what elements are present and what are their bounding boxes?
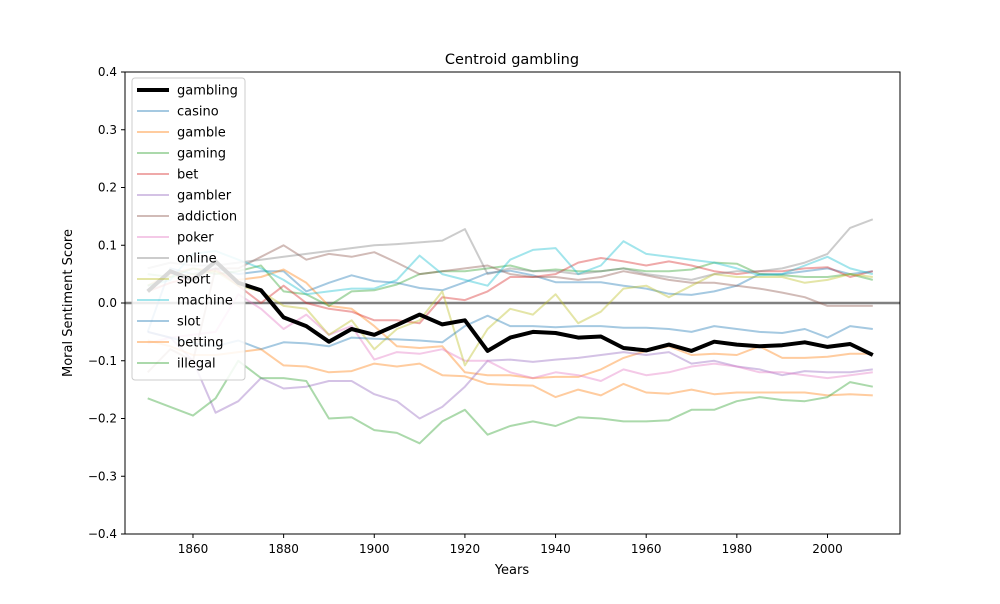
legend-label-online: online bbox=[177, 252, 217, 267]
series-line-gambler bbox=[147, 330, 873, 420]
series-line-illegal bbox=[147, 359, 873, 445]
series-line-addiction bbox=[146, 244, 873, 373]
y-tick-label: 0.1 bbox=[98, 238, 117, 252]
x-axis-label: Years bbox=[494, 563, 530, 578]
legend-label-casino: casino bbox=[177, 105, 219, 120]
y-tick-label: −0.3 bbox=[88, 469, 117, 483]
x-tick-label: 1960 bbox=[631, 542, 662, 556]
y-tick-label: −0.2 bbox=[88, 412, 117, 426]
legend-label-addiction: addiction bbox=[177, 210, 237, 225]
y-tick-label: 0.4 bbox=[98, 65, 117, 79]
y-tick-label: 0.0 bbox=[98, 296, 117, 310]
legend-label-betting: betting bbox=[177, 336, 224, 351]
legend-label-gamble: gamble bbox=[177, 126, 226, 141]
y-tick-label: −0.1 bbox=[88, 354, 117, 368]
series-line-betting bbox=[147, 339, 873, 399]
x-tick-label: 1880 bbox=[268, 542, 299, 556]
chart-title: Centroid gambling bbox=[445, 52, 579, 68]
series-line-sport bbox=[147, 270, 873, 367]
series-line-gaming bbox=[147, 261, 874, 307]
x-tick-label: 1920 bbox=[450, 542, 481, 556]
y-axis-label: Moral Sentiment Score bbox=[61, 229, 76, 377]
x-tick-label: 1980 bbox=[722, 542, 753, 556]
legend: gambling casino gamble gaming bet gambler addi… bbox=[131, 77, 246, 381]
series-line-slot bbox=[147, 314, 873, 351]
series-line-online bbox=[147, 218, 874, 281]
legend-label-sport: sport bbox=[177, 273, 210, 288]
y-tick-label: 0.3 bbox=[98, 123, 117, 137]
series-line-casino bbox=[146, 267, 873, 333]
legend-label-machine: machine bbox=[177, 294, 233, 309]
legend-label-poker: poker bbox=[177, 231, 214, 246]
series-line-machine bbox=[147, 240, 874, 296]
y-tick-label: 0.2 bbox=[98, 181, 117, 195]
legend-label-slot: slot bbox=[177, 315, 200, 330]
legend-label-gambling: gambling bbox=[177, 84, 238, 99]
legend-label-gambler: gambler bbox=[177, 189, 232, 204]
series-line-gambling bbox=[146, 259, 874, 357]
legend-box bbox=[131, 77, 246, 381]
y-tick-label: −0.4 bbox=[88, 527, 117, 541]
x-tick-label: 1900 bbox=[359, 542, 390, 556]
x-tick-label: 1860 bbox=[178, 542, 209, 556]
x-tick-label: 1940 bbox=[540, 542, 571, 556]
legend-label-gaming: gaming bbox=[177, 147, 226, 162]
series-line-gamble bbox=[147, 267, 873, 380]
axes-layer: 1860 1880 1900 1920 1940 1960 1980 2000 0.4 0.3 0.… bbox=[88, 65, 901, 556]
legend-label-illegal: illegal bbox=[177, 357, 216, 372]
series-layer bbox=[146, 218, 874, 445]
x-tick-label: 2000 bbox=[812, 542, 843, 556]
legend-label-bet: bet bbox=[177, 168, 198, 183]
series-line-poker bbox=[147, 293, 873, 382]
